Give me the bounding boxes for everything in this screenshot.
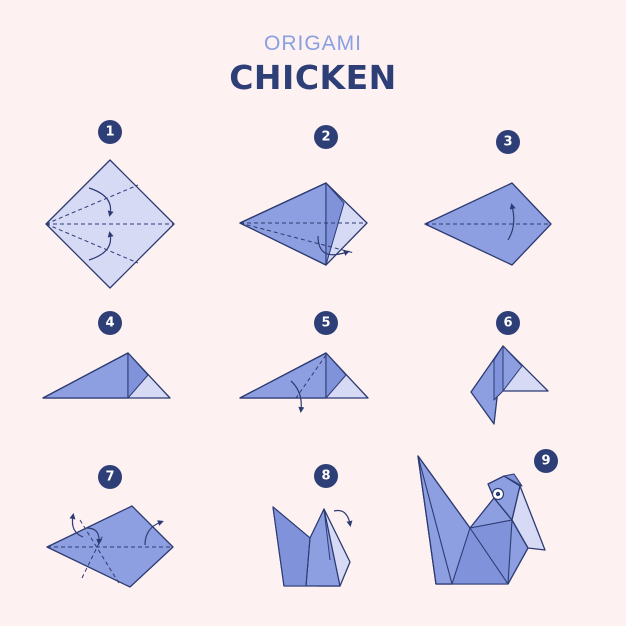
step-7: 7 — [47, 465, 173, 587]
step-3-number: 3 — [503, 135, 512, 150]
step-3-paper — [425, 183, 551, 265]
step-4: 4 — [43, 311, 170, 398]
step-4-paper — [43, 353, 170, 398]
fold-arrow — [334, 511, 350, 524]
step-7-number: 7 — [105, 470, 114, 485]
step-4-number: 4 — [105, 316, 114, 331]
step-5: 5 — [240, 311, 368, 410]
step-9-badge: 9 — [534, 449, 558, 473]
step-6-number: 6 — [503, 316, 512, 331]
step-2-number: 2 — [321, 130, 330, 145]
step-2: 2 — [240, 125, 367, 265]
step-1-number: 1 — [105, 125, 114, 140]
step-5-badge: 5 — [314, 311, 338, 335]
step-1-paper — [46, 160, 174, 288]
step-3: 3 — [425, 130, 551, 265]
step-7-badge: 7 — [98, 465, 122, 489]
step-1: 1 — [46, 120, 174, 288]
step-8-number: 8 — [321, 469, 330, 484]
step-8-badge: 8 — [314, 464, 338, 488]
step-6-badge: 6 — [496, 311, 520, 335]
step-1-badge: 1 — [98, 120, 122, 144]
step-7-paper — [47, 506, 173, 587]
step-6: 6 — [471, 311, 548, 424]
step-8: 8 — [273, 464, 350, 586]
step-5-paper — [240, 353, 368, 410]
step-3-badge: 3 — [496, 130, 520, 154]
step-9: 9 — [418, 449, 558, 584]
step-9-number: 9 — [541, 454, 550, 469]
step-5-number: 5 — [321, 316, 330, 331]
step-9-chicken — [418, 456, 545, 584]
step-8-paper — [273, 507, 350, 586]
step-2-badge: 2 — [314, 125, 338, 149]
step-2-paper — [240, 183, 367, 265]
step-4-badge: 4 — [98, 311, 122, 335]
step-6-paper — [471, 346, 548, 424]
